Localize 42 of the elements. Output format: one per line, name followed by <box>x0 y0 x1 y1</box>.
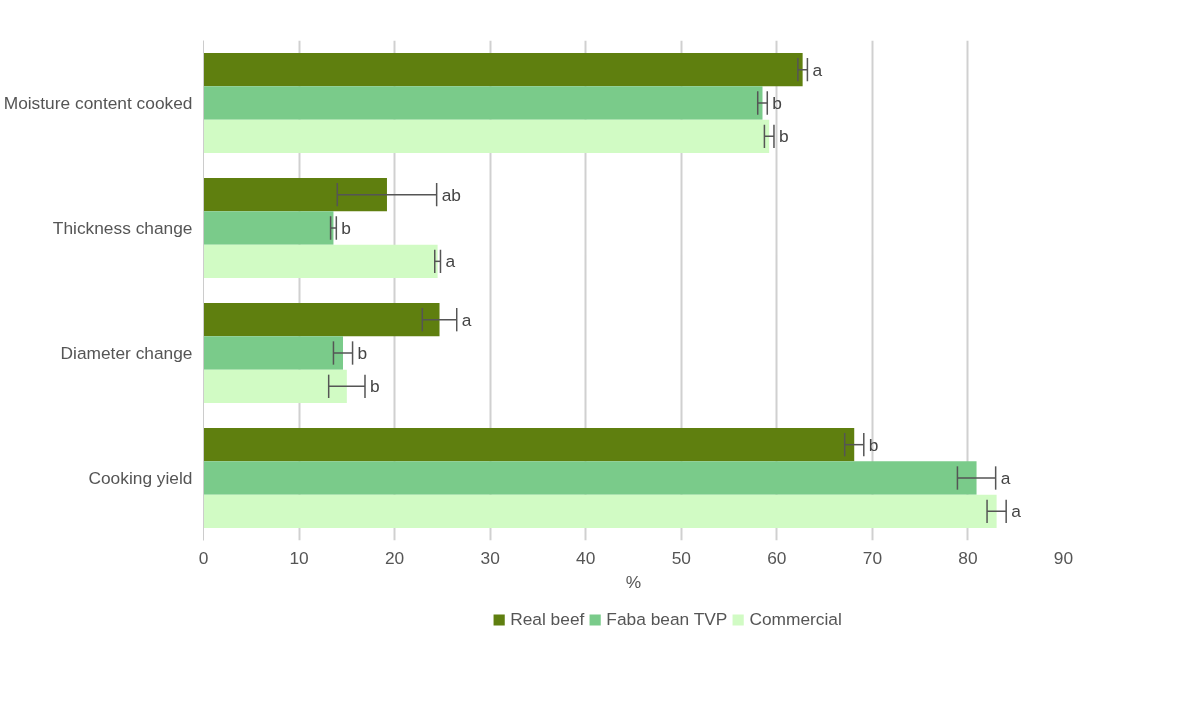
data-label: a <box>1000 468 1011 488</box>
data-label: a <box>1011 501 1022 522</box>
x-tick-label: 90 <box>1053 547 1074 568</box>
data-label: b <box>341 218 351 238</box>
x-tick-label: 30 <box>480 547 500 568</box>
bar <box>203 494 997 528</box>
data-label: b <box>369 376 380 397</box>
y-tick-label: Moisture content cooked <box>3 93 193 113</box>
bar <box>203 303 440 337</box>
data-label: a <box>812 59 823 80</box>
bar <box>203 244 438 278</box>
x-tick-label: 80 <box>958 547 978 568</box>
x-axis-title: % <box>625 571 642 592</box>
bar <box>203 428 855 462</box>
bar <box>203 53 803 87</box>
y-tick-label: Diameter change <box>60 343 193 363</box>
data-label: a <box>461 309 472 330</box>
y-tick-label: Thickness change <box>52 218 193 238</box>
x-tick-label: 10 <box>289 547 309 568</box>
bar <box>203 336 344 370</box>
x-tick-label: 0 <box>198 547 209 568</box>
bar <box>203 86 763 120</box>
x-tick-label: 70 <box>862 547 883 568</box>
bar <box>203 211 334 245</box>
y-tick-label: Cooking yield <box>88 468 193 488</box>
data-label: ab <box>441 184 461 205</box>
x-tick-label: 50 <box>671 547 691 568</box>
legend-label: Real beef <box>510 608 585 630</box>
x-tick-label: 40 <box>576 547 596 568</box>
bar <box>203 461 977 495</box>
bar <box>203 178 387 212</box>
x-tick-label: 20 <box>384 547 405 568</box>
data-label: a <box>445 251 456 272</box>
bar <box>203 119 770 153</box>
x-tick-label: 60 <box>767 547 787 568</box>
data-label: b <box>772 93 782 113</box>
bar <box>203 369 347 403</box>
data-label: b <box>357 343 368 363</box>
legend-label: Faba bean TVP <box>606 608 728 630</box>
data-label: b <box>778 126 789 147</box>
data-label: b <box>868 434 879 455</box>
legend-label: Commercial <box>749 608 842 630</box>
